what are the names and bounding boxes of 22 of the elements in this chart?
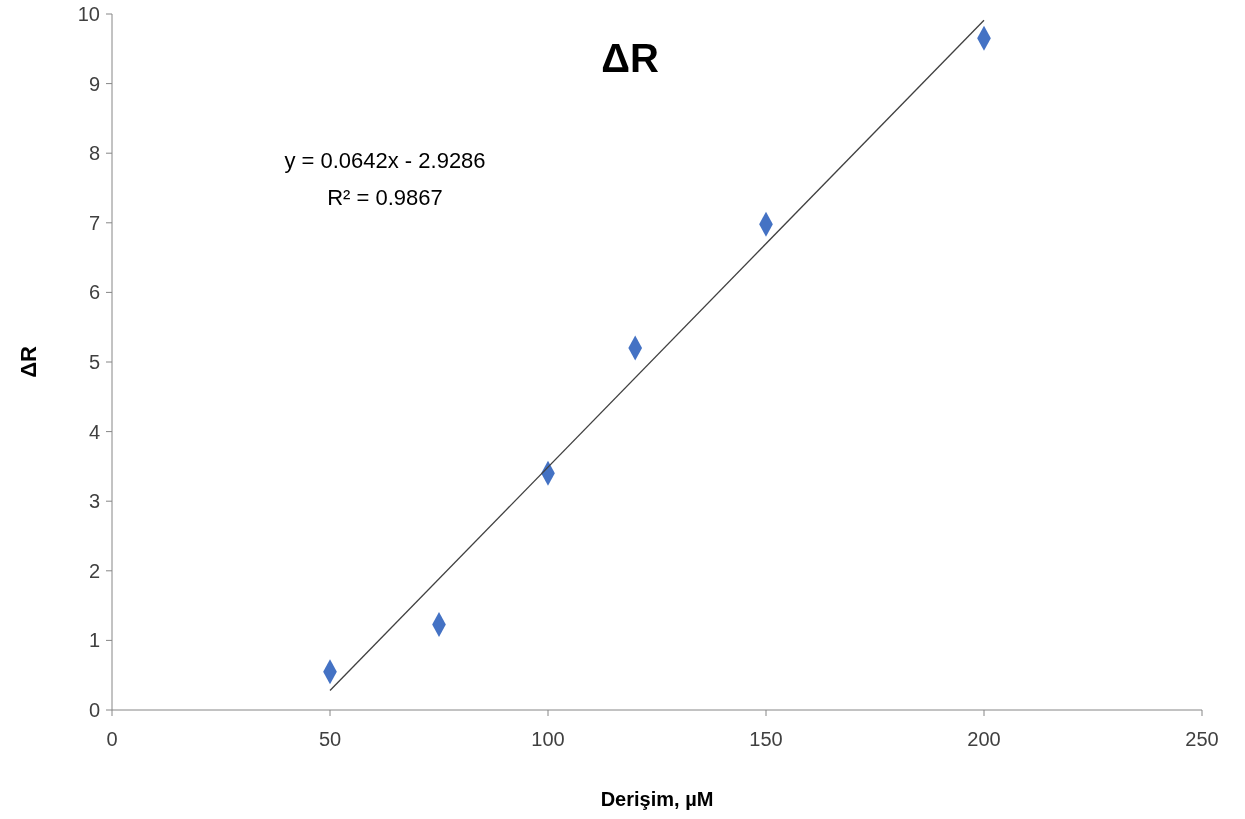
x-tick-label: 200 (967, 728, 1001, 750)
y-tick-label: 2 (88, 559, 100, 582)
y-tick-label: 9 (88, 72, 100, 95)
x-tick-label: 250 (1185, 728, 1219, 750)
x-tick-label: 100 (531, 728, 565, 750)
text: ΔR (601, 36, 659, 80)
y-tick-label: 7 (88, 211, 100, 234)
y-tick-label: 1 (88, 629, 100, 652)
y-tick-label: 10 (77, 3, 100, 25)
annotation: R² = 0.9867 (327, 185, 443, 210)
y-tick-label: 3 (88, 490, 100, 513)
y-tick-label: 8 (88, 142, 100, 165)
y-tick-label: 6 (88, 281, 100, 304)
y-axis-title: ΔR (16, 346, 41, 378)
y-tick-label: 4 (88, 420, 100, 443)
x-tick-label: 150 (749, 728, 783, 750)
annotation: y = 0.0642x - 2.9286 (284, 148, 486, 173)
x-tick-label: 0 (106, 728, 118, 750)
x-tick-label: 50 (318, 728, 342, 750)
y-tick-label: 0 (88, 699, 100, 721)
x-axis-title: Derişim, µM (600, 788, 714, 810)
y-tick-label: 5 (88, 351, 100, 373)
